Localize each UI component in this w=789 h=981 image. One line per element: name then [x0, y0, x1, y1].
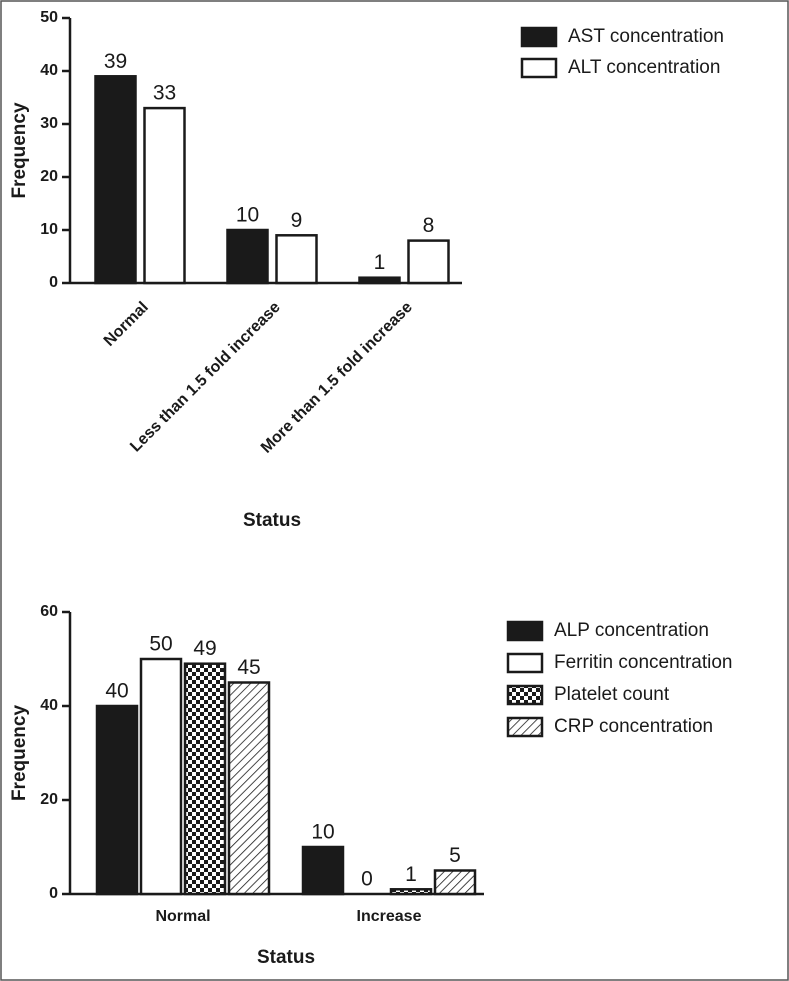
value-label: 10 [311, 821, 334, 844]
bar [94, 75, 137, 285]
bar [226, 228, 269, 285]
value-label: 39 [104, 50, 127, 73]
y-axis-label: Frequency [9, 705, 30, 802]
y-tick-label: 20 [40, 791, 58, 808]
x-axis-label: Status [243, 510, 301, 531]
legend-swatch [520, 57, 558, 79]
legend-swatch [506, 620, 544, 642]
legend-label: Platelet count [554, 684, 670, 705]
value-label: 1 [374, 251, 386, 274]
value-label: 33 [153, 82, 176, 105]
legend-label: CRP concentration [554, 716, 713, 737]
value-label: 9 [291, 209, 303, 232]
value-label: 0 [361, 868, 373, 891]
y-tick-label: 30 [40, 115, 58, 132]
x-tick-label: Normal [155, 908, 210, 925]
bar [183, 662, 227, 896]
y-tick-label: 60 [40, 603, 58, 620]
bar [275, 234, 318, 285]
bar [407, 239, 450, 285]
legend-swatch [506, 652, 544, 674]
y-tick-label: 40 [40, 697, 58, 714]
bar [433, 869, 477, 896]
legend-label: Ferritin concentration [554, 652, 732, 673]
bar [301, 845, 345, 896]
y-tick-label: 0 [49, 274, 58, 291]
legend-label: AST concentration [568, 26, 724, 47]
value-label: 10 [236, 204, 259, 227]
bar [95, 704, 139, 896]
legend-label: ALP concentration [554, 620, 709, 641]
y-tick-label: 40 [40, 62, 58, 79]
bar [143, 106, 186, 285]
value-label: 49 [193, 637, 216, 660]
value-label: 50 [149, 633, 172, 656]
legend-swatch [520, 26, 558, 48]
y-tick-label: 20 [40, 168, 58, 185]
legend-swatch [506, 684, 544, 706]
legend-swatch [506, 716, 544, 738]
bar [358, 276, 401, 285]
bar [139, 657, 183, 896]
y-tick-label: 0 [49, 885, 58, 902]
y-axis-label: Frequency [9, 102, 30, 199]
value-label: 8 [423, 214, 435, 237]
y-tick-label: 10 [40, 221, 58, 238]
value-label: 45 [237, 656, 260, 679]
value-label: 40 [105, 680, 128, 703]
bar [389, 888, 433, 896]
value-label: 1 [405, 863, 417, 886]
y-tick-label: 50 [40, 9, 58, 26]
x-tick-label: Increase [357, 908, 422, 925]
x-axis-label: Status [257, 947, 315, 968]
value-label: 5 [449, 844, 461, 867]
bar [227, 681, 271, 896]
legend-label: ALT concentration [568, 57, 720, 78]
